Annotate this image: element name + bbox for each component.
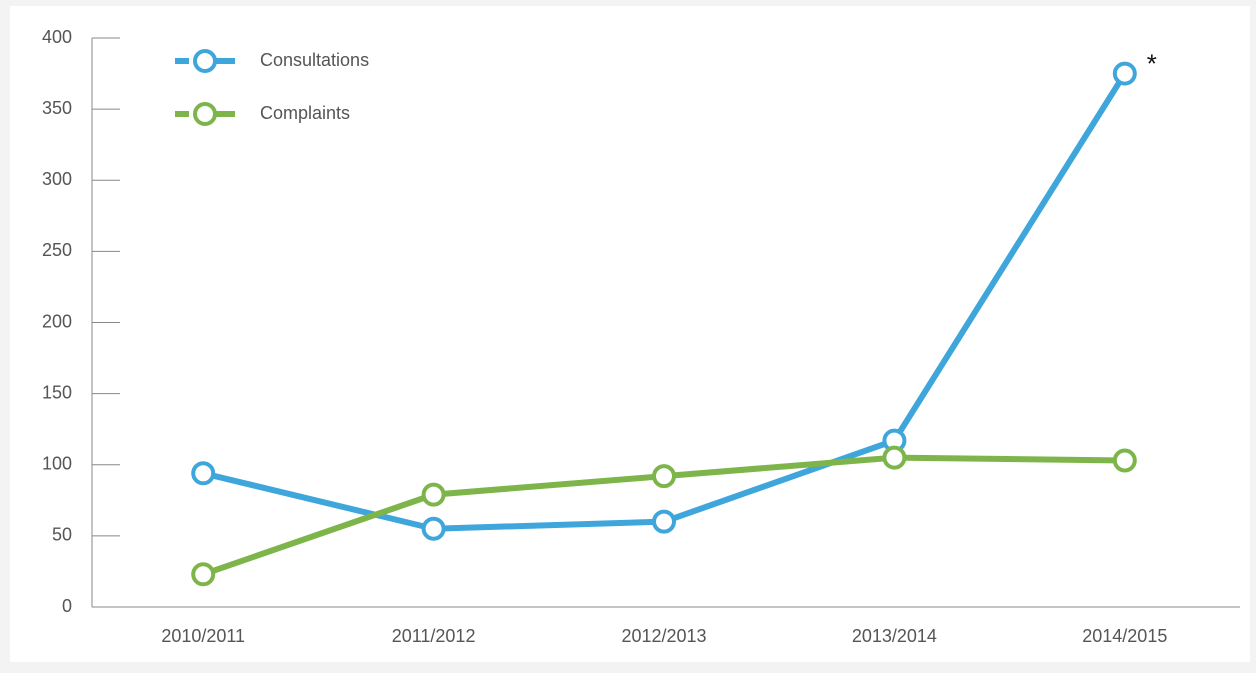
series-marker (421, 516, 446, 541)
annotation: * (1147, 48, 1157, 78)
series-marker (421, 482, 446, 507)
legend-label: Consultations (260, 50, 369, 70)
x-tick-label: 2011/2012 (392, 626, 476, 646)
series-marker (1112, 61, 1137, 86)
legend-marker (193, 49, 217, 73)
series-marker (1112, 448, 1137, 473)
x-tick-label: 2014/2015 (1082, 626, 1167, 646)
series-marker (191, 461, 216, 486)
y-tick-label: 350 (42, 98, 72, 118)
legend-label: Complaints (260, 103, 350, 123)
series-marker (882, 445, 907, 470)
y-tick-label: 300 (42, 169, 72, 189)
series-marker (652, 509, 676, 534)
y-tick-label: 250 (42, 240, 72, 260)
legend-marker (193, 102, 217, 126)
x-tick-label: 2013/2014 (852, 626, 937, 646)
x-tick-label: 2012/2013 (621, 626, 706, 646)
y-tick-label: 0 (62, 596, 72, 616)
y-tick-label: 50 (52, 525, 72, 545)
y-tick-label: 200 (42, 311, 72, 331)
y-tick-label: 150 (42, 382, 72, 402)
series-marker (191, 562, 216, 587)
series-marker (652, 464, 676, 489)
chart-background (10, 6, 1250, 662)
y-tick-label: 400 (42, 27, 72, 47)
x-tick-label: 2010/2011 (161, 626, 245, 646)
y-tick-label: 100 (42, 454, 72, 474)
